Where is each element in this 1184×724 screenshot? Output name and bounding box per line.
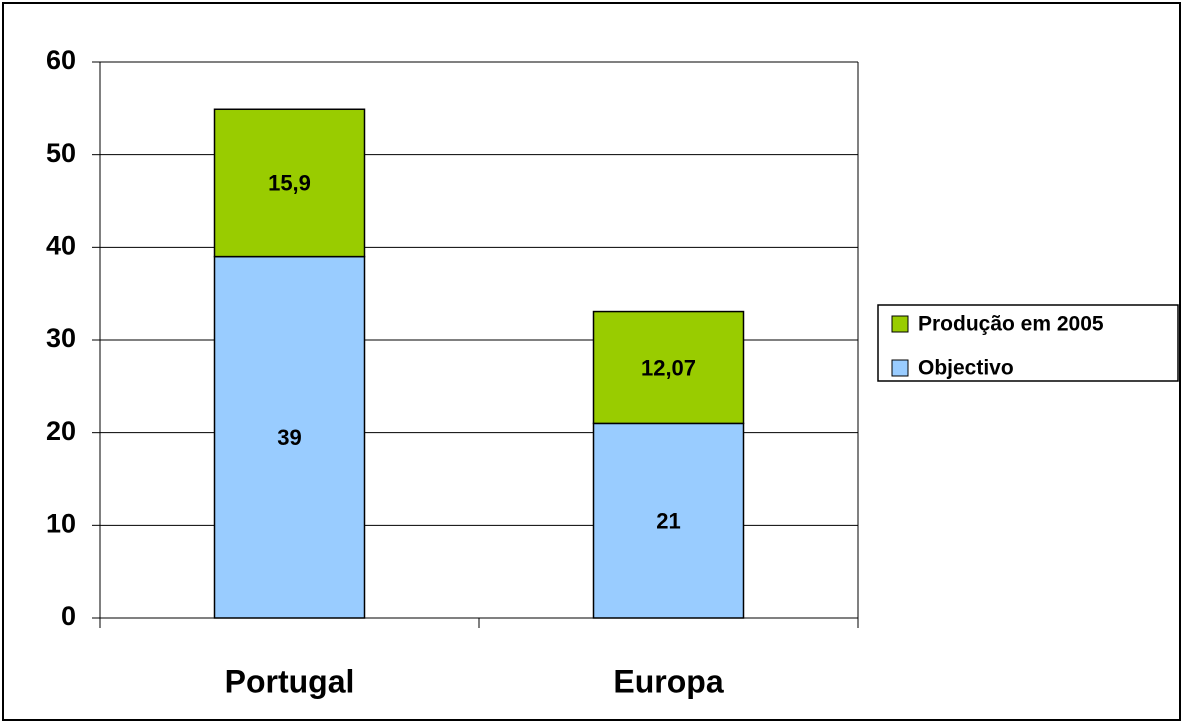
bar-segment: [592, 422, 745, 619]
data-label: 39: [277, 425, 301, 450]
x-tick-label: Europa: [613, 663, 723, 699]
bar-segment: [213, 108, 366, 258]
y-tick-label: 60: [46, 45, 76, 75]
bar-segment: [592, 310, 745, 425]
y-tick-label: 40: [46, 230, 76, 260]
data-label: 12,07: [641, 355, 696, 380]
y-tick-label: 50: [46, 138, 76, 168]
x-tick-label: Portugal: [225, 663, 355, 699]
y-tick-label: 10: [46, 508, 76, 538]
legend-box: [877, 304, 1179, 382]
legend-label: Produção em 2005: [918, 313, 1104, 336]
legend-swatch: [891, 359, 909, 377]
legend-swatch: [891, 315, 909, 333]
data-label: 21: [656, 509, 680, 534]
y-tick-label: 20: [46, 416, 76, 446]
bar-segment: [213, 255, 366, 619]
legend-label: Objectivo: [918, 357, 1014, 380]
y-tick-label: 30: [46, 323, 76, 353]
y-tick-label: 0: [61, 601, 76, 631]
data-label: 15,9: [268, 171, 311, 196]
